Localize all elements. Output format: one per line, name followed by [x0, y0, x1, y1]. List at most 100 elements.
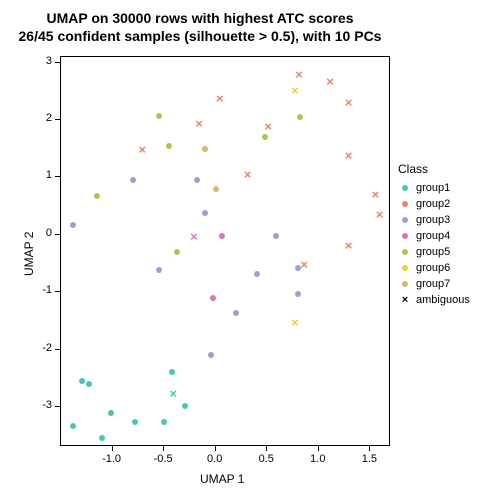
legend-marker	[398, 281, 412, 287]
dot-icon	[402, 201, 408, 207]
data-point: ×	[300, 258, 308, 271]
dot-icon	[402, 281, 408, 287]
legend-marker	[398, 201, 412, 207]
data-point	[156, 267, 162, 273]
y-tick	[55, 119, 60, 120]
data-point: ×	[345, 149, 353, 162]
legend-title: Class	[398, 162, 470, 176]
data-point	[79, 378, 85, 384]
data-point: ×	[345, 239, 353, 252]
data-point: ×	[295, 68, 303, 81]
dot-icon	[402, 185, 408, 191]
data-point: ×	[244, 168, 252, 181]
data-point: ×	[372, 188, 380, 201]
data-point	[166, 143, 172, 149]
data-point	[194, 177, 200, 183]
y-tick	[55, 349, 60, 350]
x-tick-label: -1.0	[100, 453, 124, 465]
data-point	[70, 222, 76, 228]
legend-marker: ×	[398, 295, 412, 306]
data-point: ×	[195, 117, 203, 130]
y-tick-label: -1	[42, 284, 52, 296]
data-point	[262, 134, 268, 140]
data-point: ×	[345, 96, 353, 109]
plot-area: ×××××××××××××××××	[60, 56, 390, 446]
x-icon: ×	[402, 295, 408, 306]
data-point	[130, 177, 136, 183]
chart-container: UMAP on 30000 rows with highest ATC scor…	[0, 0, 504, 504]
legend-item: group1	[398, 180, 470, 196]
legend-marker	[398, 217, 412, 223]
legend-marker	[398, 233, 412, 239]
y-tick	[55, 62, 60, 63]
y-tick	[55, 406, 60, 407]
data-point	[297, 114, 303, 120]
y-tick-label: 2	[46, 112, 52, 124]
legend-label: group1	[416, 182, 450, 194]
legend-label: ambiguous	[416, 294, 470, 306]
y-tick	[55, 176, 60, 177]
data-point: ×	[139, 143, 147, 156]
legend-label: group6	[416, 262, 450, 274]
data-point	[295, 291, 301, 297]
y-tick	[55, 234, 60, 235]
x-tick-label: 1.0	[306, 453, 330, 465]
x-tick	[266, 446, 267, 451]
data-point	[174, 249, 180, 255]
data-point	[132, 419, 138, 425]
data-point: ×	[216, 92, 224, 105]
y-tick	[55, 291, 60, 292]
y-axis-label: UMAP 2	[22, 232, 36, 276]
x-tick-label: 0.0	[203, 453, 227, 465]
data-point: ×	[190, 230, 198, 243]
legend-label: group4	[416, 230, 450, 242]
legend-label: group2	[416, 198, 450, 210]
x-tick-label: -0.5	[151, 453, 175, 465]
y-tick-label: 3	[46, 55, 52, 67]
data-point	[210, 295, 216, 301]
dot-icon	[402, 265, 408, 271]
data-point	[70, 423, 76, 429]
data-point	[86, 381, 92, 387]
data-point	[254, 271, 260, 277]
legend-label: group3	[416, 214, 450, 226]
data-point	[99, 435, 105, 441]
data-point: ×	[326, 75, 334, 88]
x-axis-label: UMAP 1	[200, 472, 244, 486]
data-point	[233, 310, 239, 316]
dot-icon	[402, 217, 408, 223]
y-tick-label: 1	[46, 169, 52, 181]
data-point	[156, 113, 162, 119]
data-point	[273, 233, 279, 239]
data-point	[202, 146, 208, 152]
legend: Class group1 group2 group3 group4 group5 grou…	[398, 162, 470, 308]
x-tick	[318, 446, 319, 451]
data-point	[94, 193, 100, 199]
data-point: ×	[169, 387, 177, 400]
x-tick-label: 1.5	[357, 453, 381, 465]
data-point: ×	[291, 84, 299, 97]
y-tick-label: 0	[46, 227, 52, 239]
legend-item: group2	[398, 196, 470, 212]
y-tick-label: -2	[42, 342, 52, 354]
x-tick-label: 0.5	[254, 453, 278, 465]
chart-title-2: 26/45 confident samples (silhouette > 0.…	[0, 28, 400, 44]
legend-label: group5	[416, 246, 450, 258]
legend-item: group6	[398, 260, 470, 276]
data-point	[208, 352, 214, 358]
legend-marker	[398, 185, 412, 191]
data-point	[169, 369, 175, 375]
data-point	[202, 210, 208, 216]
data-point	[219, 233, 225, 239]
x-tick	[163, 446, 164, 451]
x-tick	[369, 446, 370, 451]
data-point	[182, 403, 188, 409]
legend-marker	[398, 265, 412, 271]
legend-item: group3	[398, 212, 470, 228]
legend-label: group7	[416, 278, 450, 290]
data-point: ×	[376, 208, 384, 221]
y-tick-label: -3	[42, 399, 52, 411]
data-point	[108, 410, 114, 416]
x-tick	[112, 446, 113, 451]
legend-marker	[398, 249, 412, 255]
